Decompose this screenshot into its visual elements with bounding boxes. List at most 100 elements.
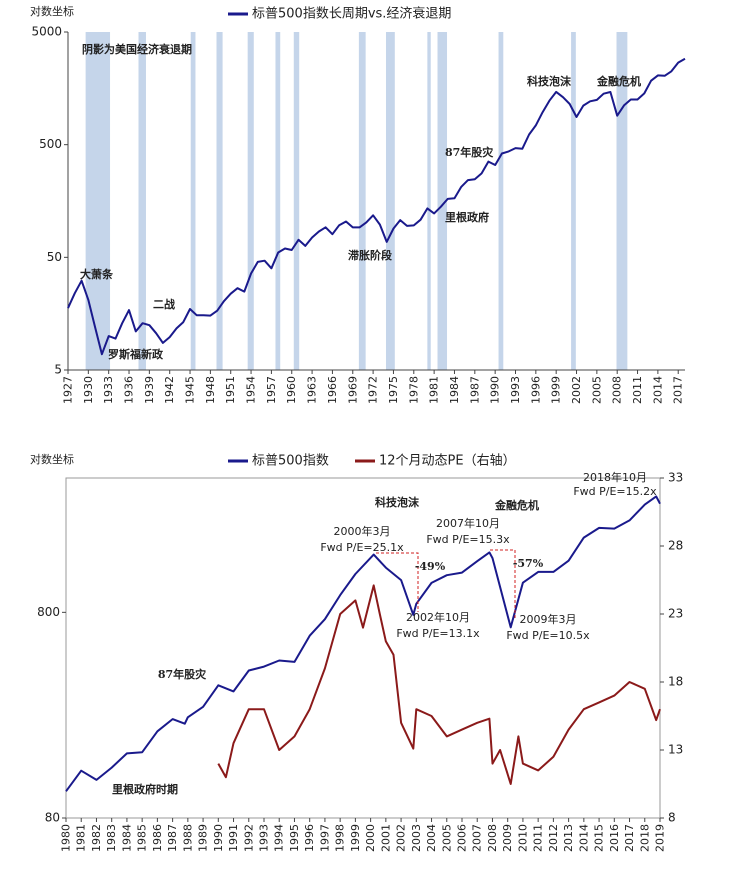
annotation: -57% <box>513 557 544 570</box>
x-tick-label: 1978 <box>407 376 420 404</box>
recession-band <box>138 32 146 370</box>
x-tick-label: 2010 <box>516 824 529 852</box>
x-tick-label: 1987 <box>166 824 179 852</box>
x-tick-label: 1936 <box>123 376 136 404</box>
series-line <box>67 57 686 356</box>
x-tick-label: 1999 <box>550 376 563 404</box>
x-tick-label: 1972 <box>367 376 380 404</box>
recession-band <box>498 32 504 370</box>
recession-band <box>247 32 254 370</box>
annotation: 罗斯福新政 <box>108 347 164 361</box>
x-tick-label: 2014 <box>577 824 590 852</box>
x-tick-label: 1996 <box>303 824 316 852</box>
x-tick-label: 2012 <box>547 824 560 852</box>
drawdown-guide <box>490 549 516 618</box>
recession-band <box>293 32 300 370</box>
x-tick-label: 1998 <box>334 824 347 852</box>
x-tick-label: 1984 <box>448 376 461 404</box>
x-tick-label: 1988 <box>181 824 194 852</box>
x-tick-label: 2000 <box>364 824 377 852</box>
y2-tick-label: 18 <box>668 675 683 689</box>
annotation: 金融危机 <box>494 498 539 512</box>
x-tick-label: 1927 <box>62 376 75 404</box>
y2-tick-label: 13 <box>668 743 683 757</box>
x-tick-label: 1983 <box>105 824 118 852</box>
x-tick-label: 1991 <box>227 824 240 852</box>
x-tick-label: 1989 <box>197 824 210 852</box>
x-tick-label: 1951 <box>224 376 237 404</box>
x-tick-label: 2017 <box>672 376 685 404</box>
recession-band <box>275 32 281 370</box>
x-tick-label: 1993 <box>258 824 271 852</box>
x-tick-label: 2016 <box>608 824 621 852</box>
series-line <box>65 495 661 792</box>
x-tick-label: 1986 <box>151 824 164 852</box>
x-tick-label: 1987 <box>468 376 481 404</box>
x-tick-label: 2006 <box>456 824 469 852</box>
x-tick-label: 2015 <box>593 824 606 852</box>
x-tick-label: 2014 <box>651 376 664 404</box>
annotation: 2009年3月 <box>520 612 577 626</box>
x-tick-label: 1981 <box>75 824 88 852</box>
annotation: 金融危机 <box>596 74 641 88</box>
annotation: 科技泡沫 <box>375 495 420 509</box>
x-tick-label: 2019 <box>654 824 667 852</box>
x-tick-label: 1930 <box>82 376 95 404</box>
x-tick-label: 2011 <box>631 376 644 404</box>
x-tick-label: 1981 <box>428 376 441 404</box>
recession-band <box>437 32 448 370</box>
recession-band <box>427 32 431 370</box>
annotation: 2002年10月 <box>406 610 470 624</box>
recession-band <box>385 32 395 370</box>
y-tick-label: 800 <box>37 605 60 619</box>
x-tick-label: 2007 <box>471 824 484 852</box>
legend-label: 标普500指数长周期vs.经济衰退期 <box>252 6 451 22</box>
y-tick-label: 80 <box>45 811 60 825</box>
y-tick-label: 5 <box>54 363 62 377</box>
x-tick-label: 1954 <box>245 376 258 404</box>
x-tick-label: 1945 <box>184 376 197 404</box>
recession-band <box>358 32 366 370</box>
annotation: 2018年10月 <box>583 470 647 484</box>
x-tick-label: 1957 <box>265 376 278 404</box>
recession-band <box>190 32 196 370</box>
annotation: 87年股灾 <box>158 667 207 681</box>
y-tick-label: 5000 <box>31 25 62 39</box>
y-tick-label: 500 <box>39 137 62 151</box>
annotation: Fwd P/E=15.3x <box>426 533 510 546</box>
legend-label: 12个月动态PE（右轴） <box>379 454 516 469</box>
x-tick-label: 1939 <box>143 376 156 404</box>
annotation: 里根政府时期 <box>112 782 178 796</box>
x-tick-label: 1990 <box>489 376 502 404</box>
x-tick-label: 2002 <box>570 376 583 404</box>
x-tick-label: 1990 <box>212 824 225 852</box>
x-tick-label: 1993 <box>509 376 522 404</box>
x-tick-label: 2008 <box>611 376 624 404</box>
annotation: 二战 <box>153 297 175 311</box>
x-tick-label: 1966 <box>326 376 339 404</box>
x-tick-label: 2008 <box>486 824 499 852</box>
x-tick-label: 1997 <box>318 824 331 852</box>
x-tick-label: 1994 <box>273 824 286 852</box>
y2-tick-label: 28 <box>668 539 683 553</box>
plot-frame <box>65 477 661 819</box>
recession-band <box>85 32 111 370</box>
annotation: 科技泡沫 <box>527 74 572 88</box>
annotation: 里根政府 <box>445 210 489 224</box>
x-tick-label: 1969 <box>346 376 359 404</box>
x-tick-label: 1980 <box>60 824 73 852</box>
x-tick-label: 2003 <box>410 824 423 852</box>
recession-band <box>216 32 223 370</box>
x-tick-label: 2001 <box>379 824 392 852</box>
annotation: 87年股灾 <box>445 145 494 159</box>
y-axis-label: 对数坐标 <box>30 4 74 18</box>
x-tick-label: 1960 <box>285 376 298 404</box>
annotation: 2007年10月 <box>436 516 500 530</box>
x-tick-label: 1995 <box>288 824 301 852</box>
x-tick-label: 2004 <box>425 824 438 852</box>
annotation: Fwd P/E=13.1x <box>396 627 480 640</box>
x-tick-label: 1933 <box>102 376 115 404</box>
y-tick-label: 50 <box>47 250 62 264</box>
x-tick-label: 1992 <box>242 824 255 852</box>
